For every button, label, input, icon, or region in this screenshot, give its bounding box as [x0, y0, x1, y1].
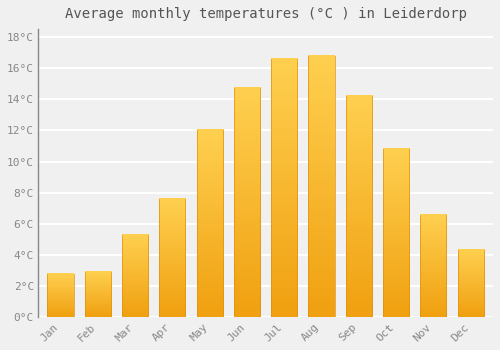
- Title: Average monthly temperatures (°C ) in Leiderdorp: Average monthly temperatures (°C ) in Le…: [64, 7, 466, 21]
